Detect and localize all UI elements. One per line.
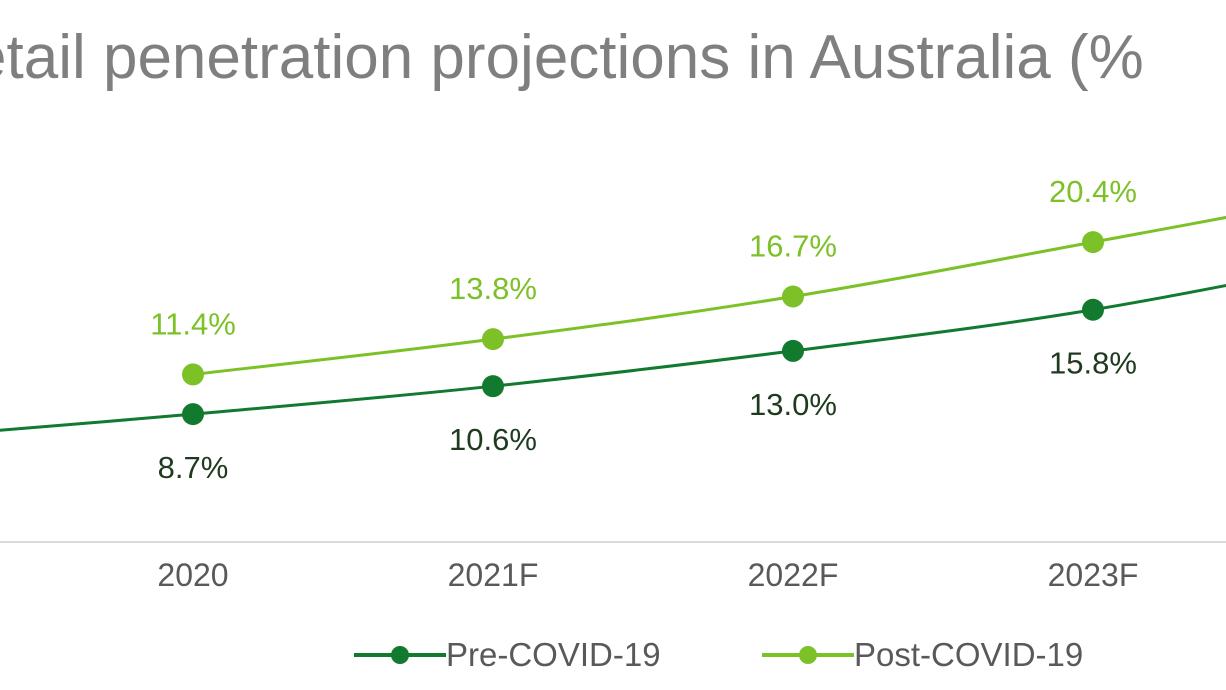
legend-label: Post-COVID-19 [854, 636, 1084, 673]
post-covid-point [482, 328, 504, 351]
pre-covid-data-label: 8.7% [158, 450, 229, 485]
pre-covid-point [782, 339, 804, 362]
pre-covid-data-label: 13.0% [749, 387, 837, 422]
chart-title: etail penetration projections in Austral… [0, 23, 1144, 92]
post-covid-data-label: 11.4% [150, 306, 236, 341]
pre-covid-data-label: 15.8% [1049, 346, 1137, 381]
x-tick-label: 2022F [748, 557, 839, 593]
post-covid-data-label: 13.8% [449, 271, 537, 306]
legend-marker [762, 646, 854, 664]
pre-covid-point [482, 375, 504, 398]
legend: Pre-COVID-19 Post-COVID-19 [0, 630, 1226, 680]
post-covid-point [182, 363, 204, 386]
post-covid-point [1082, 231, 1104, 254]
legend-dot [799, 646, 817, 664]
post-covid-point [782, 285, 804, 308]
legend-dot [391, 646, 409, 664]
pre-covid-point [182, 403, 204, 426]
pre-covid-data-label: 10.6% [449, 422, 537, 457]
x-tick-label: 2020 [157, 557, 228, 593]
x-tick-label: 2021F [448, 557, 539, 593]
pre-covid-series-line [0, 284, 1226, 432]
post-covid-data-label: 16.7% [749, 229, 837, 264]
legend-item: Post-COVID-19 [762, 630, 1083, 680]
x-tick-label: 2023F [1048, 557, 1139, 593]
legend-item: Pre-COVID-19 [354, 630, 661, 680]
post-covid-data-label: 20.4% [1049, 174, 1137, 209]
line-chart: 2020 2021F 2022F 2023F 8.7% 10.6% 13.0% 15.8% 11… [0, 174, 1226, 593]
legend-marker [354, 646, 446, 664]
pre-covid-point [1082, 298, 1104, 321]
legend-label: Pre-COVID-19 [446, 636, 661, 673]
